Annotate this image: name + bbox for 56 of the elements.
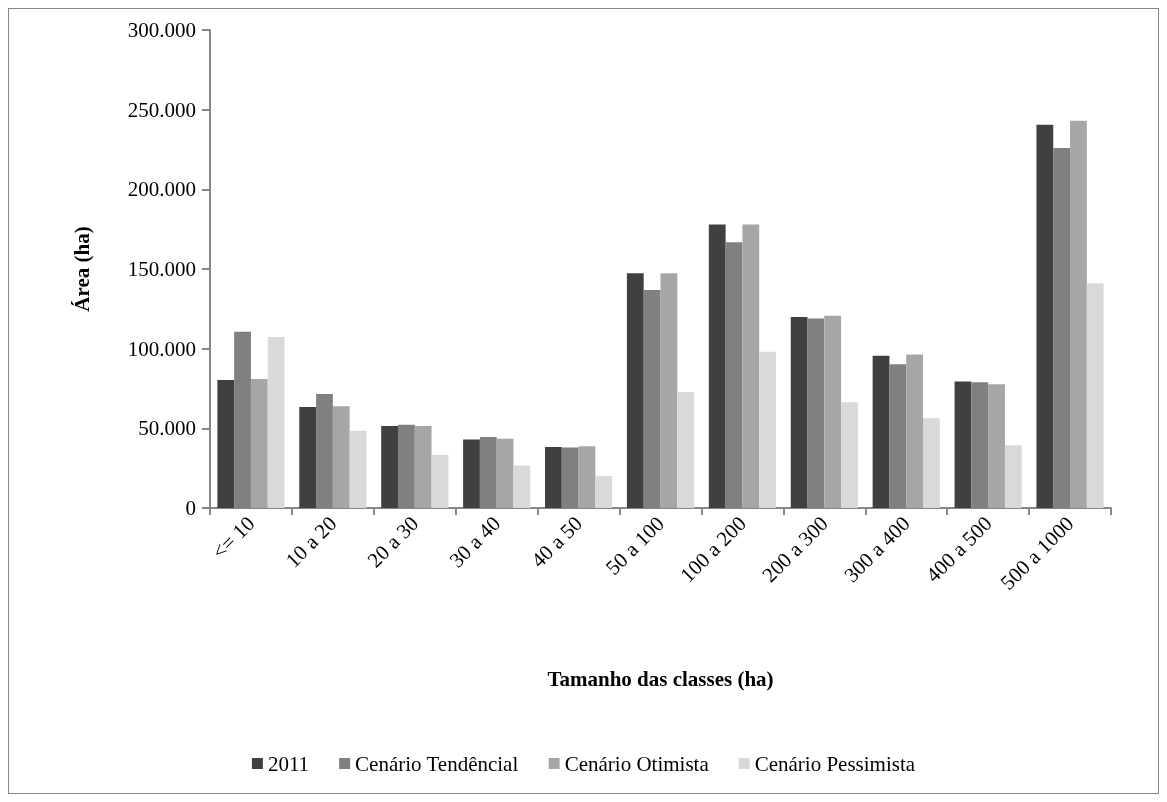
bar [841,402,858,508]
legend-label: Cenário Otimista [564,751,710,776]
bar [988,384,1005,508]
bar [759,351,776,508]
bar [217,379,235,508]
bar [954,381,972,508]
bar [332,406,350,508]
legend-label: Cenário Tendêncial [355,751,519,776]
bar [349,430,367,508]
bar [496,438,514,508]
bar [626,273,644,508]
y-tick-label: 100.000 [127,336,196,361]
x-tick-label: 50 a 100 [600,511,669,580]
y-tick-label: 250.000 [127,97,196,122]
y-axis-title: Área (ha) [69,226,94,312]
x-tick-label: 20 a 30 [362,511,424,573]
x-tick-label: 10 a 20 [280,511,342,573]
bar [463,439,480,508]
x-axis-title: Tamanho das classes (ha) [547,666,774,691]
bar [250,379,268,508]
legend-label: Cenário Pessimista [754,751,916,776]
bar [677,392,695,508]
legend-label: 2011 [267,751,310,776]
bar [299,406,317,508]
bar [906,354,924,508]
y-tick-label: 300.000 [127,18,196,42]
y-tick-label: 0 [185,496,196,520]
bar [545,446,562,508]
x-tick-label: 40 a 50 [526,511,588,573]
bar [595,476,613,508]
bar [872,355,890,508]
bar [1086,283,1104,508]
y-tick-label: 150.000 [127,257,196,281]
bar [708,224,726,508]
bar [1070,120,1087,508]
bar [660,273,678,508]
bar [267,336,285,508]
x-tick-label: 400 a 500 [921,511,997,588]
bar [513,465,531,508]
bar [414,425,432,508]
bar [923,418,940,508]
bar [742,224,760,508]
bar [381,425,398,508]
x-tick-label: 100 a 200 [675,511,751,588]
bar [790,317,808,508]
bar [1036,124,1054,508]
x-tick-label: <= 10 [207,511,260,564]
bar [431,455,449,508]
y-tick-label: 50.000 [138,416,196,441]
bar [578,446,596,508]
x-tick-label: 30 a 40 [444,511,506,573]
bar [1004,445,1022,508]
bar [824,315,842,508]
x-tick-label: 200 a 300 [757,511,833,588]
x-tick-label: 300 a 400 [839,511,915,588]
y-tick-label: 200.000 [127,177,196,202]
